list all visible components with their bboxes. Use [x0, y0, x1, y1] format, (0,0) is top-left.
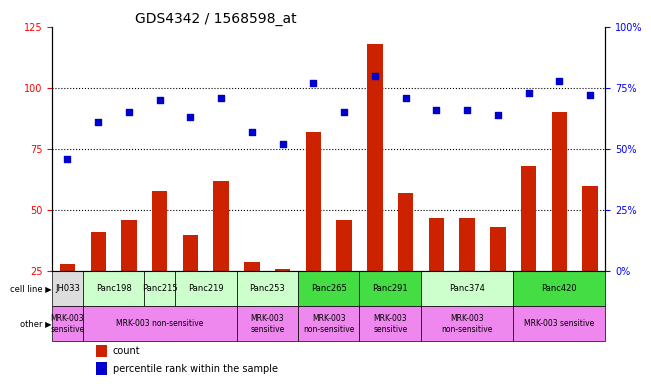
Text: Panc215: Panc215 — [142, 285, 178, 293]
Text: MRK-003
non-sensitive: MRK-003 non-sensitive — [303, 314, 354, 334]
Bar — [367, 44, 383, 333]
Point — [462, 107, 472, 113]
Bar — [275, 269, 290, 333]
Bar — [96, 345, 107, 357]
Bar — [337, 220, 352, 333]
FancyBboxPatch shape — [236, 271, 298, 306]
FancyBboxPatch shape — [421, 306, 513, 341]
Point — [216, 95, 227, 101]
Text: other ▶: other ▶ — [20, 319, 52, 328]
Bar — [306, 132, 321, 333]
Point — [247, 129, 257, 135]
Bar — [152, 191, 167, 333]
FancyBboxPatch shape — [83, 271, 145, 306]
Point — [93, 119, 104, 125]
FancyBboxPatch shape — [52, 271, 83, 306]
FancyBboxPatch shape — [298, 306, 359, 341]
Text: JH033: JH033 — [55, 285, 80, 293]
FancyBboxPatch shape — [421, 271, 513, 306]
Bar — [551, 113, 567, 333]
Bar — [398, 193, 413, 333]
Text: Panc198: Panc198 — [96, 285, 132, 293]
Point — [585, 92, 595, 98]
Text: MRK-003
sensitive: MRK-003 sensitive — [50, 314, 85, 334]
Text: GDS4342 / 1568598_at: GDS4342 / 1568598_at — [135, 12, 297, 26]
Text: count: count — [113, 346, 141, 356]
Point — [186, 114, 196, 121]
FancyBboxPatch shape — [513, 306, 605, 341]
Point — [554, 78, 564, 84]
Point — [523, 90, 534, 96]
Text: Panc374: Panc374 — [449, 285, 485, 293]
Bar — [244, 262, 260, 333]
Text: MRK-003 sensitive: MRK-003 sensitive — [524, 319, 594, 328]
Bar — [521, 166, 536, 333]
FancyBboxPatch shape — [236, 306, 298, 341]
Point — [277, 141, 288, 147]
Bar — [214, 181, 229, 333]
Bar — [183, 235, 198, 333]
Point — [62, 156, 73, 162]
Bar — [90, 232, 106, 333]
Text: Panc219: Panc219 — [188, 285, 223, 293]
Point — [124, 109, 134, 116]
Point — [308, 80, 318, 86]
Bar — [96, 362, 107, 374]
FancyBboxPatch shape — [52, 306, 83, 341]
Point — [154, 97, 165, 103]
Text: percentile rank within the sample: percentile rank within the sample — [113, 364, 278, 374]
FancyBboxPatch shape — [359, 306, 421, 341]
Bar — [121, 220, 137, 333]
FancyBboxPatch shape — [513, 271, 605, 306]
Text: Panc253: Panc253 — [249, 285, 285, 293]
Point — [370, 73, 380, 79]
Point — [339, 109, 350, 116]
FancyBboxPatch shape — [145, 271, 175, 306]
Text: Panc265: Panc265 — [311, 285, 346, 293]
Point — [493, 112, 503, 118]
Bar — [428, 218, 444, 333]
Text: cell line ▶: cell line ▶ — [10, 285, 52, 293]
Bar — [583, 186, 598, 333]
Text: Panc291: Panc291 — [372, 285, 408, 293]
Text: MRK-003
sensitive: MRK-003 sensitive — [250, 314, 284, 334]
Text: MRK-003 non-sensitive: MRK-003 non-sensitive — [116, 319, 203, 328]
FancyBboxPatch shape — [359, 271, 421, 306]
Point — [431, 107, 441, 113]
FancyBboxPatch shape — [175, 271, 236, 306]
Text: MRK-003
non-sensitive: MRK-003 non-sensitive — [441, 314, 493, 334]
FancyBboxPatch shape — [83, 306, 236, 341]
Text: MRK-003
sensitive: MRK-003 sensitive — [373, 314, 408, 334]
Bar — [490, 227, 506, 333]
FancyBboxPatch shape — [298, 271, 359, 306]
Point — [400, 95, 411, 101]
Bar — [460, 218, 475, 333]
Bar — [60, 264, 75, 333]
Text: Panc420: Panc420 — [542, 285, 577, 293]
